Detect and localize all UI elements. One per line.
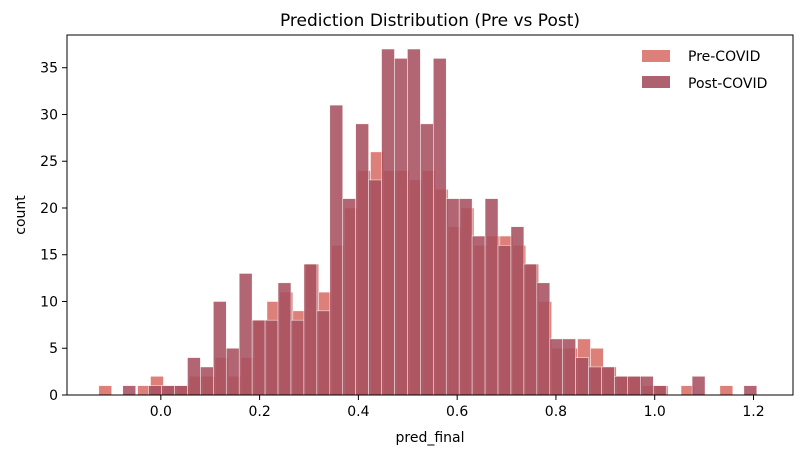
histogram-bar xyxy=(691,375,706,396)
x-tick-label: 1.2 xyxy=(742,404,764,420)
y-axis: 0 5 10 15 20 25 30 35 xyxy=(40,61,67,404)
histogram-bar xyxy=(394,58,408,396)
histogram-bar xyxy=(200,366,214,396)
y-tick-label: 10 xyxy=(40,294,58,310)
legend-swatch-post-covid xyxy=(642,76,670,88)
histogram-bar xyxy=(458,198,473,396)
histogram-bar xyxy=(187,357,201,396)
histogram-bar xyxy=(98,385,113,396)
x-axis-label: pred_final xyxy=(396,430,465,446)
y-tick-label: 0 xyxy=(49,388,58,404)
x-tick-label: 1.0 xyxy=(644,404,666,420)
histogram-bar xyxy=(743,385,758,396)
histogram-bar xyxy=(148,385,162,396)
y-tick-label: 25 xyxy=(40,154,58,170)
plot-frame xyxy=(66,34,794,396)
histogram-bar xyxy=(433,58,447,396)
histogram-bar xyxy=(342,198,356,396)
y-axis-label: count xyxy=(13,195,29,235)
histogram-bar xyxy=(251,319,266,396)
histogram-bar xyxy=(719,385,734,396)
histogram-bar xyxy=(316,310,331,396)
histogram-bar xyxy=(407,48,421,396)
y-tick-label: 30 xyxy=(40,107,58,123)
histogram-bar xyxy=(122,385,137,396)
histogram-bar xyxy=(381,48,395,396)
histogram-bar xyxy=(549,338,564,396)
x-tick-label: 0.4 xyxy=(347,404,369,420)
x-tick-label: 0.8 xyxy=(545,404,567,420)
legend-label-pre-covid: Pre-COVID xyxy=(688,49,760,65)
histogram-bar xyxy=(601,366,615,396)
histogram-bar xyxy=(213,301,227,396)
histogram-bar xyxy=(445,198,460,396)
histogram-bar xyxy=(523,263,538,396)
y-tick-label: 35 xyxy=(40,61,58,77)
histogram-bar xyxy=(238,273,253,396)
histogram-bar xyxy=(355,123,369,396)
histogram-bar xyxy=(614,375,628,396)
y-tick-label: 20 xyxy=(40,201,58,217)
x-axis: 0.0 0.2 0.4 0.6 0.8 1.0 1.2 xyxy=(150,395,765,420)
histogram-bar xyxy=(277,282,292,396)
histogram-bar xyxy=(471,235,486,396)
legend-label-post-covid: Post-COVID xyxy=(688,76,767,92)
histogram-bar xyxy=(575,357,589,396)
histogram-bar xyxy=(640,375,654,396)
x-tick-label: 0.6 xyxy=(446,404,468,420)
x-tick-label: 0.0 xyxy=(150,404,172,420)
series-post-covid xyxy=(122,48,758,396)
legend: Pre-COVID Post-COVID xyxy=(642,49,767,92)
histogram-bar xyxy=(225,347,240,396)
histogram-bar xyxy=(368,179,382,396)
histogram-bar xyxy=(497,245,512,396)
legend-swatch-pre-covid xyxy=(642,50,670,62)
y-tick-label: 15 xyxy=(40,248,58,264)
histogram-bar xyxy=(174,385,188,396)
chart-title: Prediction Distribution (Pre vs Post) xyxy=(280,11,580,31)
histogram-bar xyxy=(562,338,576,396)
histogram-bar xyxy=(420,123,434,396)
histogram-bar xyxy=(652,385,667,396)
histogram-bar xyxy=(536,282,551,396)
histogram-bar xyxy=(484,198,499,396)
histogram-bar xyxy=(510,226,525,396)
histogram-bar xyxy=(303,263,318,396)
x-tick-label: 0.2 xyxy=(248,404,270,420)
bars-layer xyxy=(98,48,758,396)
histogram-bar xyxy=(161,385,175,396)
histogram-bar xyxy=(264,319,279,396)
histogram-bar xyxy=(290,319,305,396)
histogram-bar xyxy=(329,104,344,396)
histogram-bar xyxy=(588,366,602,396)
y-tick-label: 5 xyxy=(49,341,58,357)
histogram-bar xyxy=(627,375,641,396)
